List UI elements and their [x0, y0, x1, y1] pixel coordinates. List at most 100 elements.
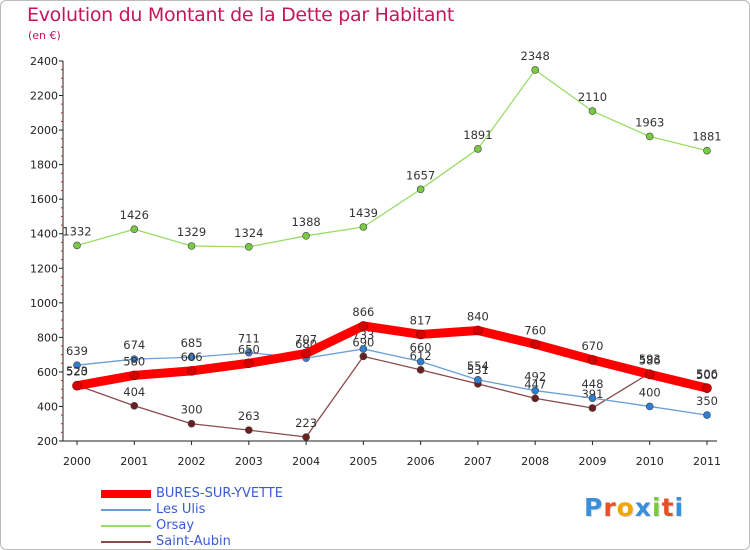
data-label: 1439: [349, 206, 378, 220]
data-point: [531, 394, 539, 403]
data-point: [187, 242, 196, 250]
data-label: 1881: [692, 130, 721, 144]
data-point: [416, 357, 425, 366]
data-point: [244, 358, 254, 369]
logo-letter: x: [634, 493, 652, 522]
data-point: [530, 339, 540, 350]
data-point: [703, 411, 711, 419]
data-point: [645, 402, 654, 411]
y-tick-label: 200: [37, 435, 58, 448]
data-point: [245, 243, 253, 251]
x-tick-label: 2004: [292, 455, 320, 468]
legend-label: Saint-Aubin: [156, 534, 231, 549]
legend-swatch: [101, 490, 151, 498]
data-label: 817: [410, 313, 432, 327]
data-label: 448: [581, 377, 603, 391]
data-point: [588, 107, 597, 115]
data-point: [187, 353, 196, 362]
x-tick-label: 2000: [63, 455, 91, 468]
legend-swatch: [101, 541, 151, 543]
x-tick-label: 2010: [636, 455, 664, 468]
data-label: 492: [524, 370, 546, 384]
data-point: [130, 355, 139, 363]
data-label: 660: [410, 341, 432, 355]
x-tick-label: 2011: [693, 455, 721, 468]
data-label: 300: [181, 403, 203, 417]
data-point: [473, 325, 483, 336]
data-label: 350: [696, 394, 718, 408]
data-label: 1891: [463, 128, 492, 142]
data-point: [359, 345, 368, 353]
data-label: 223: [295, 416, 317, 430]
series-line-les ulis: [76, 348, 708, 416]
data-point: [702, 383, 712, 393]
chart-title: Evolution du Montant de la Dette par Hab…: [27, 4, 455, 26]
data-label: 840: [467, 309, 489, 323]
data-point: [531, 66, 539, 74]
legend-label: Orsay: [156, 518, 195, 533]
x-tick-label: 2006: [407, 455, 435, 468]
data-label: 520: [66, 365, 88, 379]
data-point: [416, 366, 425, 374]
legend-swatch: [101, 525, 151, 527]
logo-letter: P: [584, 493, 604, 522]
logo-letter: t: [661, 493, 675, 522]
data-label: 531: [467, 363, 489, 377]
series-line-orsay: [76, 69, 708, 248]
data-point: [245, 426, 253, 434]
data-point: [531, 386, 539, 395]
y-tick-label: 2000: [30, 124, 58, 137]
data-label: 554: [467, 359, 489, 373]
data-point: [358, 321, 369, 331]
data-label: 263: [238, 409, 260, 423]
data-label: 639: [66, 344, 88, 358]
logo-letter: o: [616, 493, 635, 522]
data-point: [302, 433, 310, 441]
data-point: [72, 380, 82, 391]
x-tick-label: 2008: [521, 455, 549, 468]
y-tick-label: 1600: [30, 193, 58, 206]
data-point: [359, 223, 368, 231]
data-label: 400: [639, 385, 661, 399]
data-label: 612: [410, 349, 432, 363]
data-label: 866: [352, 305, 374, 319]
y-tick-label: 2400: [30, 55, 58, 68]
data-label: 586: [639, 353, 661, 367]
data-point: [359, 352, 368, 361]
y-tick-label: 1400: [30, 228, 58, 241]
y-tick-label: 1800: [30, 159, 58, 172]
data-point: [130, 225, 139, 234]
legend-label: Les Ulis: [156, 502, 206, 517]
series-line-bures-sur-yvette: [72, 321, 712, 393]
data-point: [245, 348, 253, 357]
x-tick-label: 2001: [120, 455, 148, 468]
data-point: [73, 361, 81, 369]
data-label: 707: [295, 332, 317, 346]
data-point: [416, 185, 425, 194]
y-tick-label: 800: [37, 331, 58, 344]
y-tick-label: 1200: [30, 262, 58, 275]
data-point: [645, 132, 654, 141]
data-label: 500: [696, 368, 718, 382]
legend-item: BURES-SUR-YVETTE: [101, 486, 401, 502]
data-label: 1332: [62, 224, 91, 238]
x-tick-label: 2003: [235, 455, 263, 468]
logo-letter: i: [674, 493, 685, 522]
data-label: 523: [66, 364, 88, 378]
data-label: 711: [238, 332, 260, 346]
data-point: [129, 370, 140, 381]
y-tick-label: 2200: [30, 90, 58, 103]
proxiti-logo: Proxiti: [584, 493, 684, 522]
data-label: 1388: [291, 215, 320, 229]
data-point: [415, 329, 426, 340]
data-label: 674: [123, 338, 145, 352]
data-label: 1324: [234, 226, 263, 240]
legend-item: Saint-Aubin: [101, 534, 401, 549]
data-point: [301, 348, 311, 359]
data-point: [644, 369, 655, 380]
data-label: 690: [352, 335, 374, 349]
x-tick-label: 2009: [578, 455, 606, 468]
logo-letter: i: [652, 493, 662, 522]
